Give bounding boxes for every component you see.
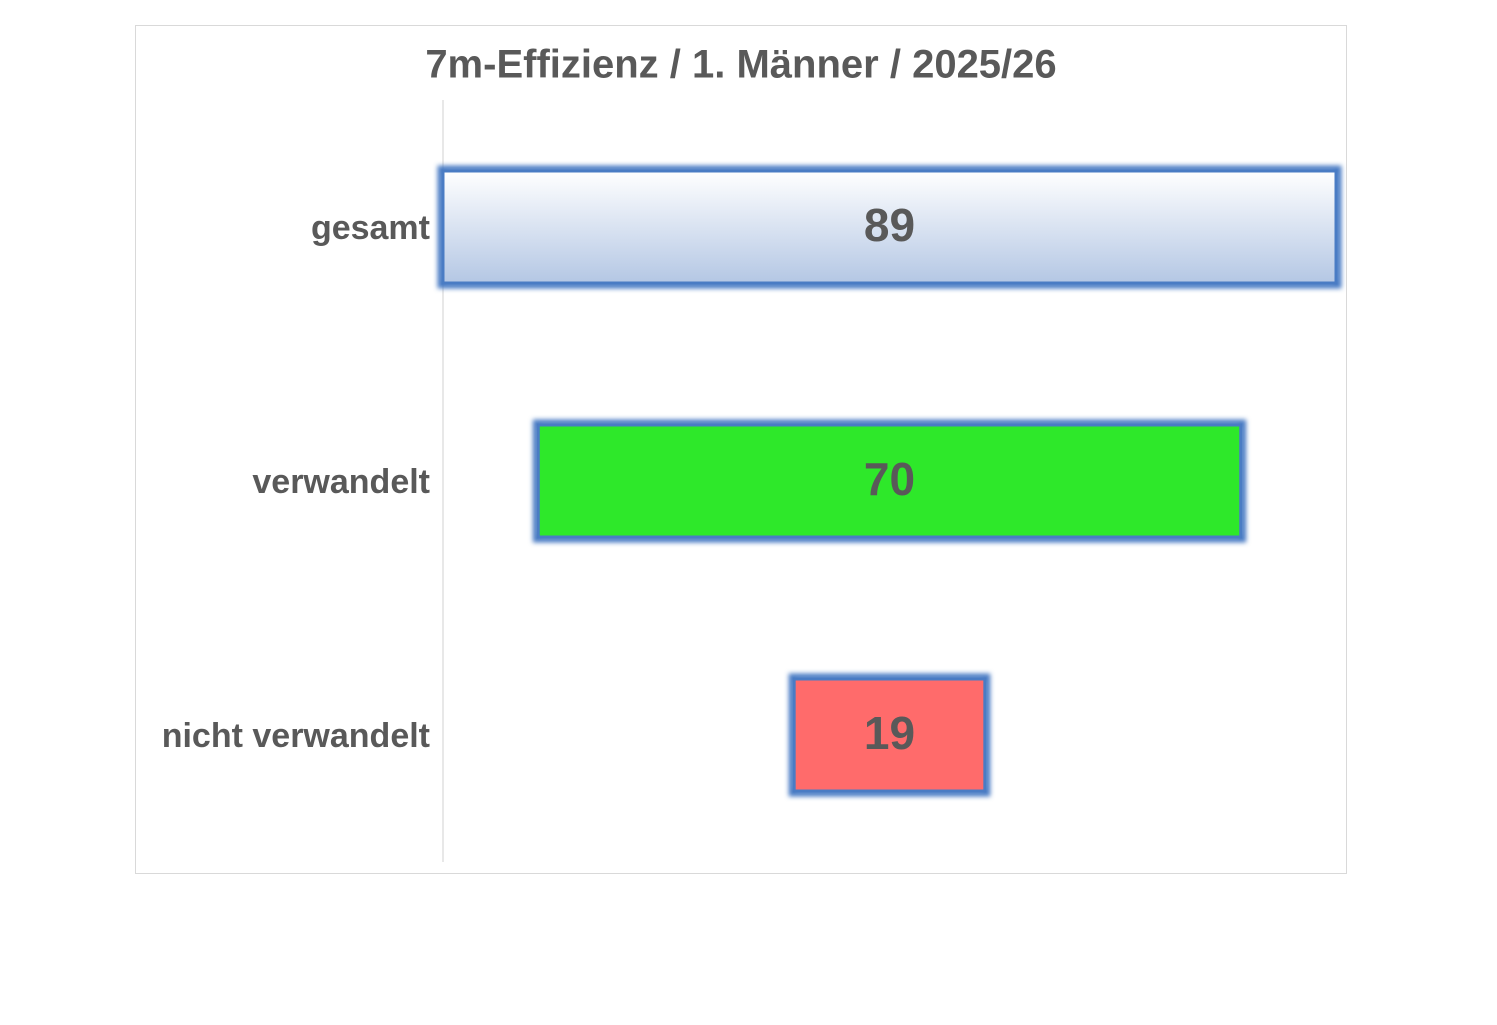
category-label: gesamt <box>311 209 430 247</box>
bar <box>792 677 987 793</box>
bar <box>536 423 1243 539</box>
value-label: 19 <box>864 707 915 759</box>
bar-glow <box>532 419 1247 543</box>
category-label: verwandelt <box>252 463 430 501</box>
bar <box>441 169 1338 285</box>
value-label: 89 <box>864 199 915 251</box>
bar-glow <box>788 673 991 797</box>
value-label: 70 <box>864 453 915 505</box>
chart-title: 7m-Effizienz / 1. Männer / 2025/26 <box>425 43 1056 87</box>
category-label: nicht verwandelt <box>162 717 430 755</box>
bar-glow <box>437 165 1342 289</box>
